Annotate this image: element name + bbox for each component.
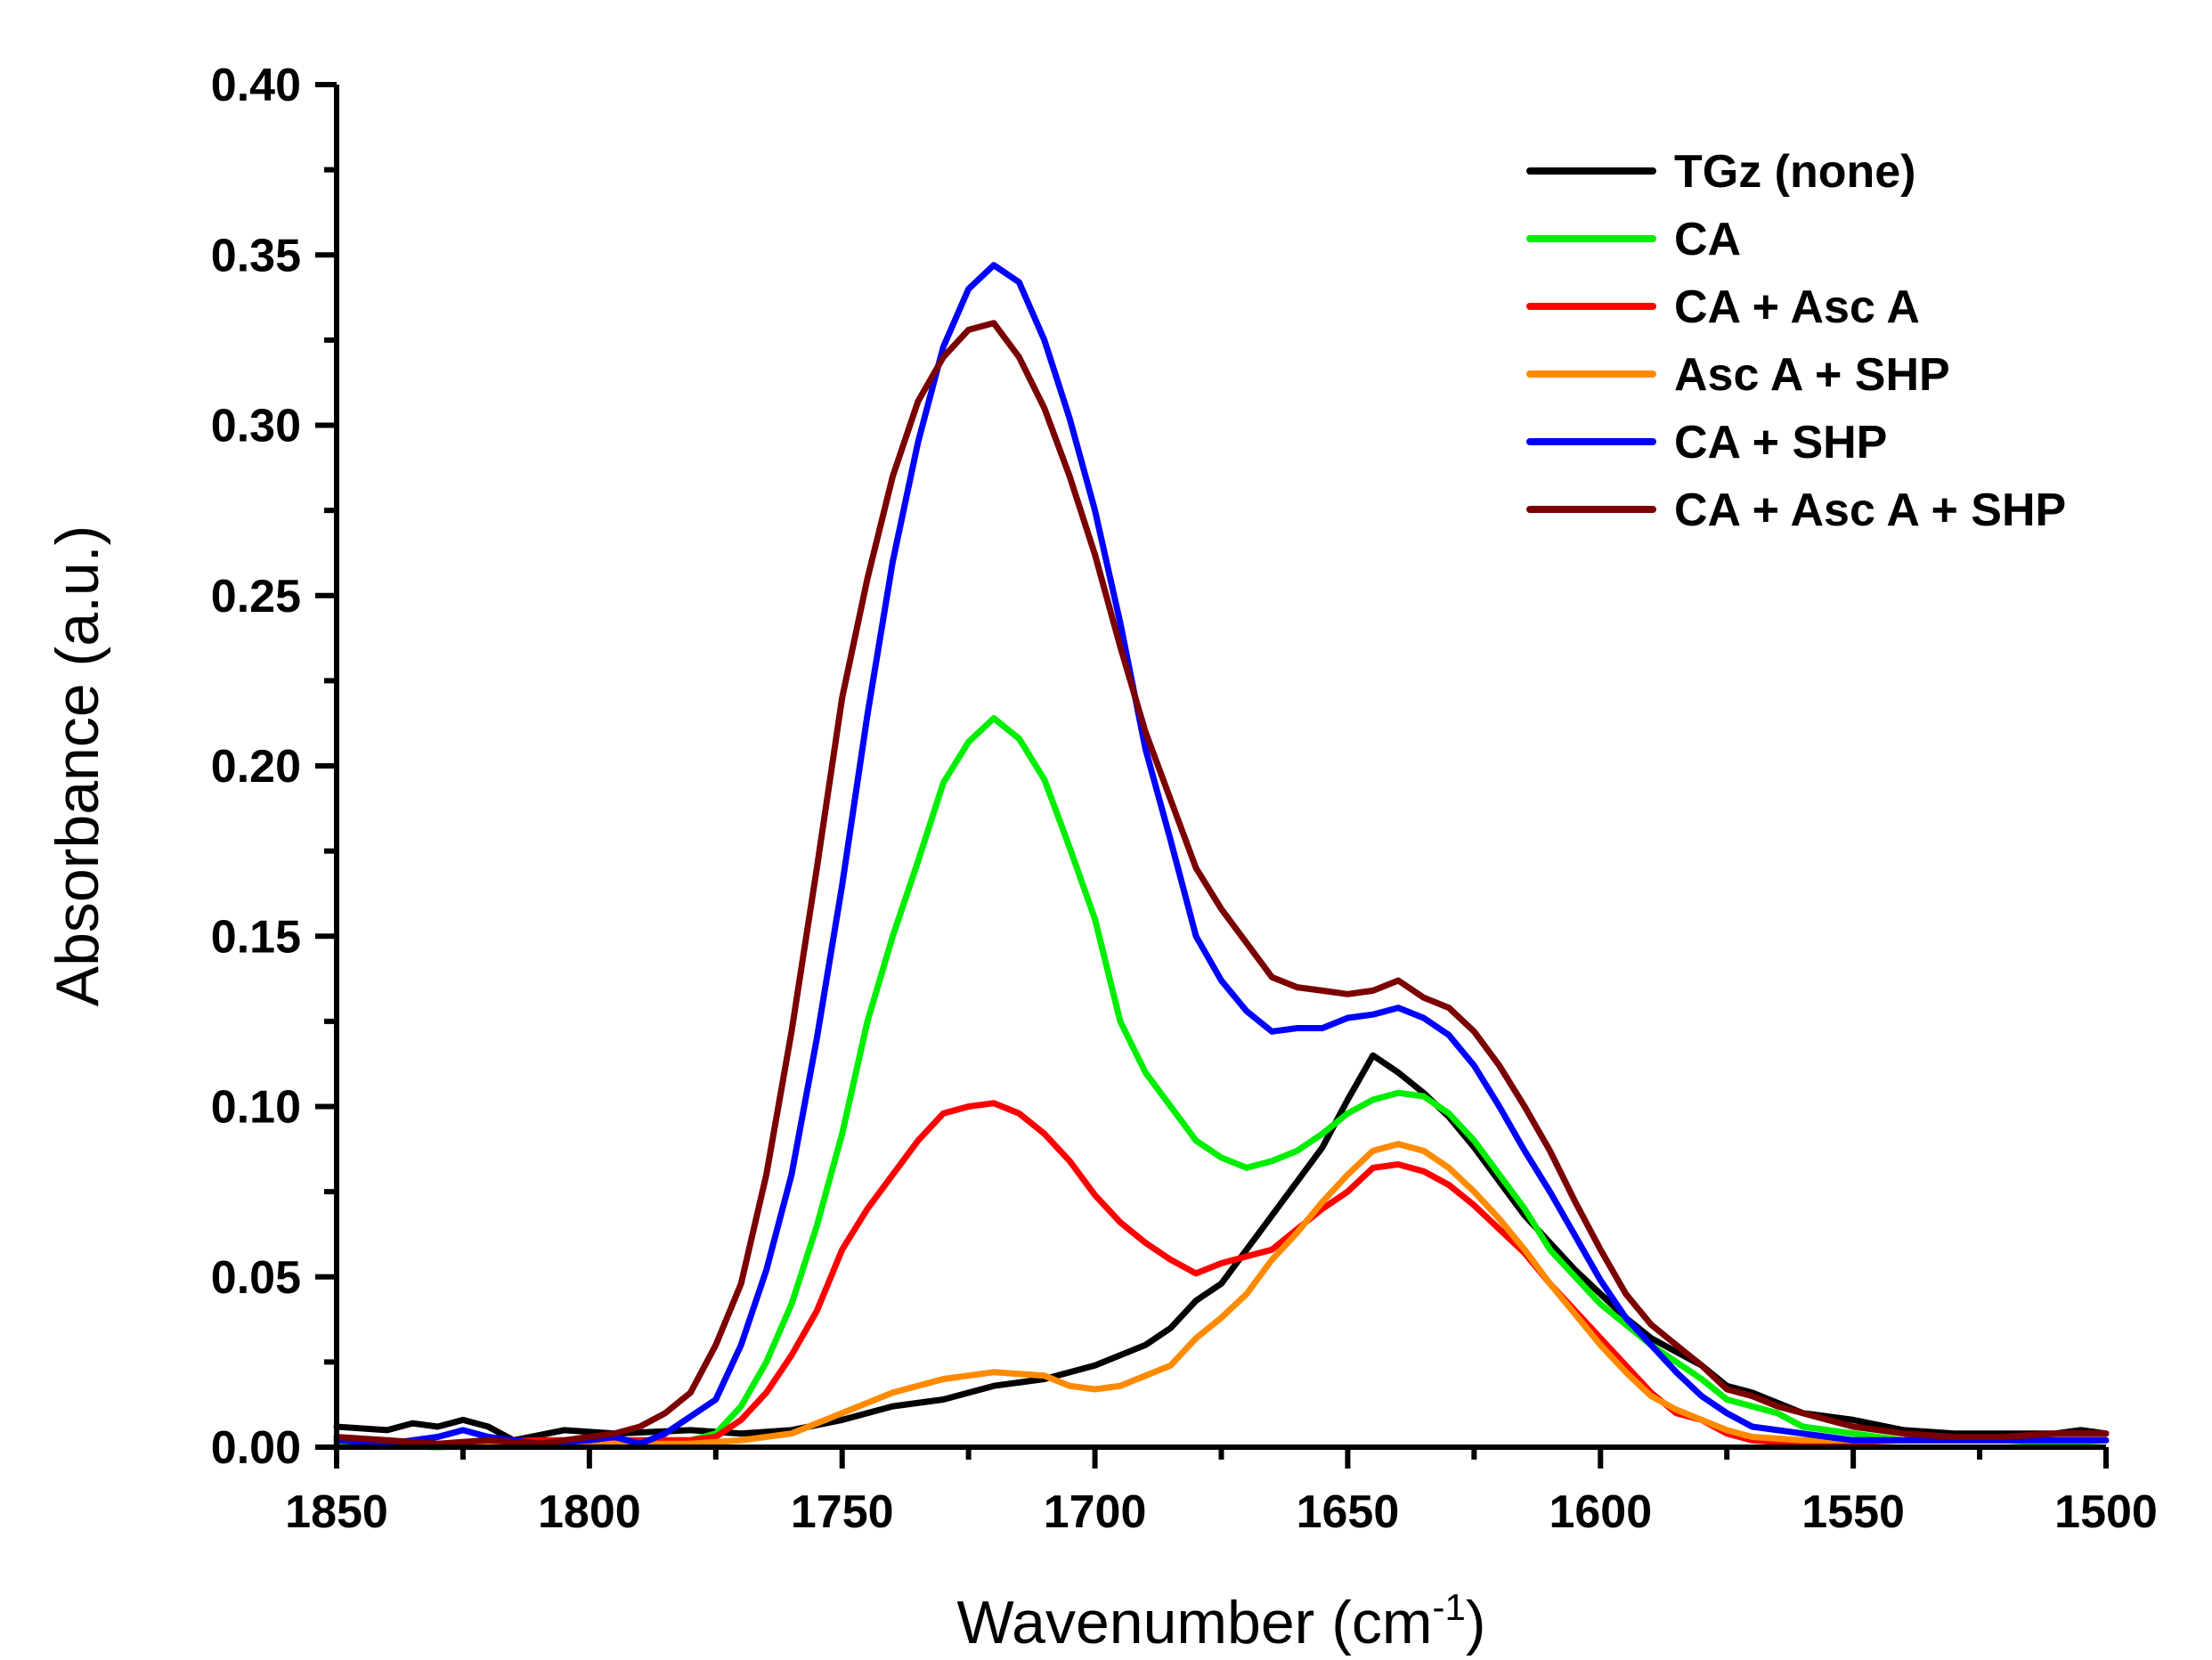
x-tick-label: 1600 [1549,1486,1652,1538]
x-tick-label: 1650 [1297,1486,1400,1538]
tick-labels: 1850 1800 1750 1700 1650 1600 1550 1500 0.00 0.05… [211,60,2158,1538]
legend-label: CA [1674,214,1741,265]
series-line-6 [333,320,2110,1447]
y-tick-label: 0.35 [211,230,301,281]
y-tick-label: 0.40 [211,60,301,111]
x-tick-label: 1750 [791,1486,894,1538]
series-line-2 [333,715,2110,1451]
series-line-5 [333,262,2110,1447]
x-tick-label: 1850 [285,1486,388,1538]
y-tick-label: 0.20 [211,741,301,793]
x-tick-label: 1550 [1801,1486,1905,1538]
legend: TGz (none) CA CA + Asc A Asc A + SHP CA + SH… [1526,146,2066,536]
legend-label: CA + Asc A [1674,281,1920,333]
legend-label: TGz (none) [1674,146,1916,198]
series-line-1 [333,1052,2110,1444]
legend-label: CA + Asc A + SHP [1674,484,2066,536]
x-tick-label: 1500 [2054,1486,2158,1538]
y-tick-label: 0.25 [211,571,301,622]
x-tick-label: 1700 [1044,1486,1147,1538]
legend-label: Asc A + SHP [1674,349,1950,401]
axes [315,82,2109,1469]
x-axis-title: Wavenumber (cm-1) [956,1586,1485,1656]
series-line-4 [333,1141,2110,1447]
y-tick-label: 0.05 [211,1252,301,1304]
y-tick-label: 0.00 [211,1422,301,1474]
x-tick-label: 1800 [538,1486,641,1538]
y-axis-title: Absorbance (a.u.) [44,525,111,1007]
y-tick-label: 0.10 [211,1082,301,1134]
y-tick-label: 0.15 [211,911,301,963]
series-layer [333,262,2110,1451]
y-tick-label: 0.30 [211,401,301,452]
legend-label: CA + SHP [1674,417,1887,468]
